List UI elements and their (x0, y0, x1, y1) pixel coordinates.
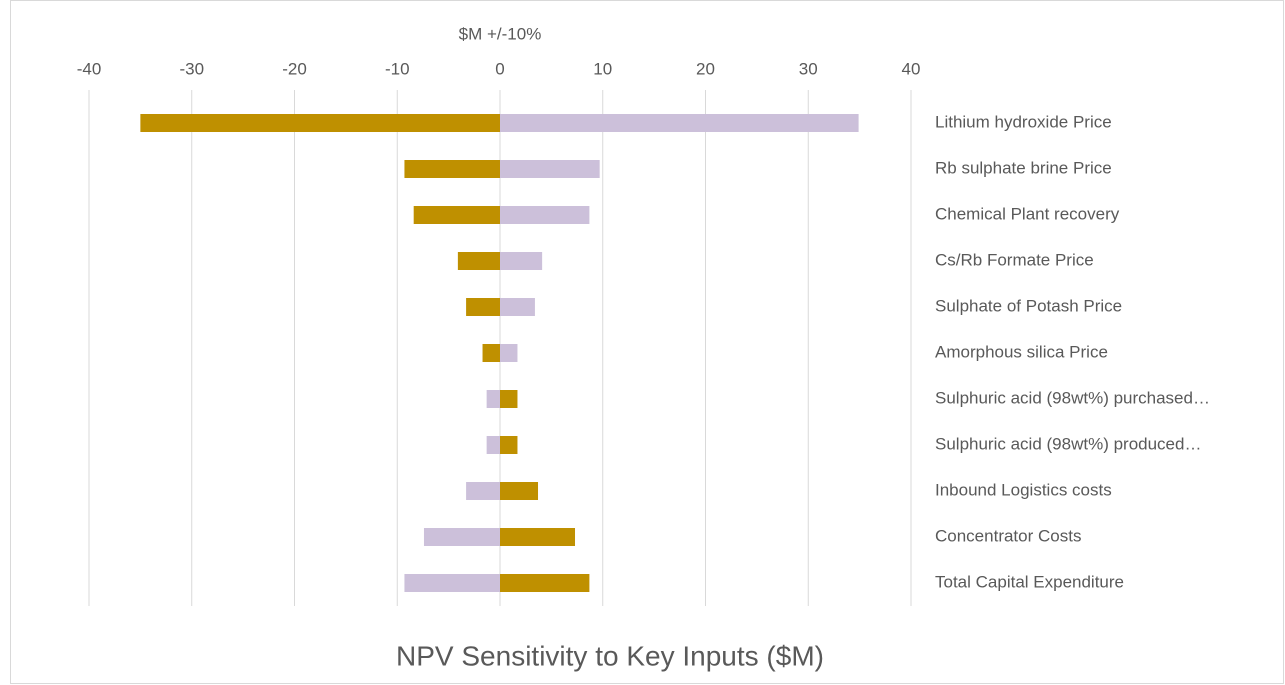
y-tick-label: Sulphuric acid (98wt%) purchased… (935, 388, 1210, 407)
x-tick-label: 30 (799, 59, 818, 78)
y-tick-label: Chemical Plant recovery (935, 204, 1120, 223)
x-tick-label: -10 (385, 59, 410, 78)
bar (466, 298, 500, 316)
bar (482, 344, 500, 362)
bar (486, 390, 500, 408)
y-tick-label: Inbound Logistics costs (935, 480, 1112, 499)
bar (500, 528, 576, 546)
bar (413, 206, 500, 224)
x-tick-label: -40 (77, 59, 102, 78)
bar (500, 298, 535, 316)
bar (404, 574, 500, 592)
bar (404, 160, 500, 178)
bar (466, 482, 500, 500)
bar (500, 482, 539, 500)
y-tick-label: Sulphuric acid (98wt%) produced… (935, 434, 1201, 453)
y-tick-label: Cs/Rb Formate Price (935, 250, 1094, 269)
y-tick-label: Rb sulphate brine Price (935, 158, 1112, 177)
bar (500, 114, 859, 132)
x-tick-label: 0 (495, 59, 504, 78)
y-tick-label: Lithium hydroxide Price (935, 112, 1112, 131)
bar (500, 252, 543, 270)
bar (500, 436, 518, 454)
chart-title: NPV Sensitivity to Key Inputs ($M) (396, 640, 824, 671)
x-tick-label: 20 (696, 59, 715, 78)
bar (423, 528, 500, 546)
x-tick-label: -20 (282, 59, 307, 78)
bar (500, 160, 600, 178)
bar (500, 344, 518, 362)
bar (500, 574, 590, 592)
x-tick-label: 40 (902, 59, 921, 78)
bar (140, 114, 500, 132)
y-tick-label: Sulphate of Potash Price (935, 296, 1122, 315)
y-tick-label: Amorphous silica Price (935, 342, 1108, 361)
bar (500, 206, 590, 224)
x-tick-label: 10 (593, 59, 612, 78)
x-axis-label: $M +/-10% (459, 24, 542, 43)
y-tick-label: Total Capital Expenditure (935, 572, 1124, 591)
x-tick-label: -30 (179, 59, 204, 78)
bar (486, 436, 500, 454)
bar (457, 252, 500, 270)
y-tick-label: Concentrator Costs (935, 526, 1081, 545)
bar (500, 390, 518, 408)
